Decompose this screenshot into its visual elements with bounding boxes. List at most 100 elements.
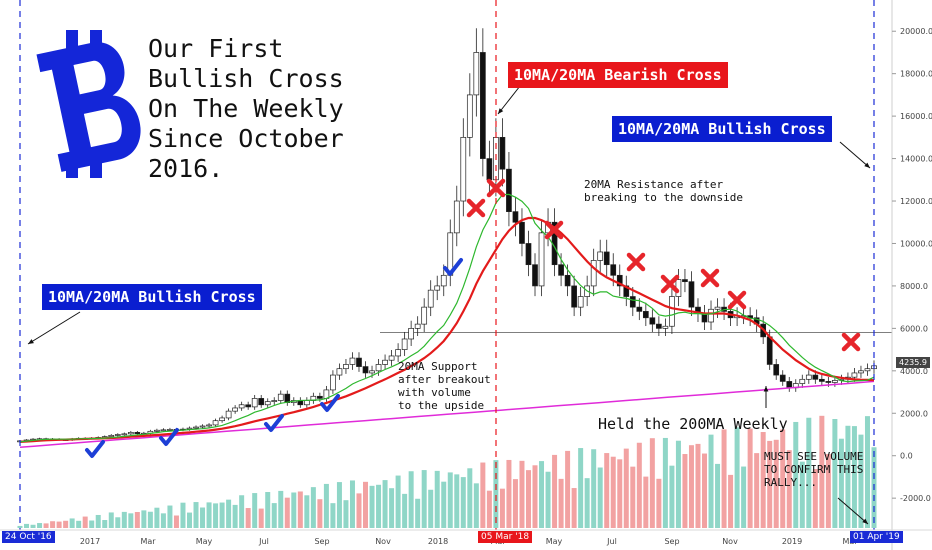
volume-bar — [193, 502, 199, 528]
support-note-line: 20MA Support — [398, 360, 478, 373]
candle-body — [636, 306, 643, 312]
volume-bar — [239, 495, 245, 528]
candle-body — [851, 372, 858, 378]
y-tick-label: 0.0 — [900, 452, 913, 461]
volume-bar — [604, 453, 610, 528]
candle-body — [682, 279, 688, 283]
volume-bar — [402, 493, 408, 528]
volume-bar — [421, 470, 427, 528]
candle-body — [434, 285, 441, 291]
candle-body — [642, 311, 649, 319]
volume-bar — [545, 471, 551, 528]
volume-bar — [728, 474, 734, 528]
candle-body — [466, 94, 473, 138]
candle-body — [330, 374, 336, 391]
x-tick-label: Nov — [375, 537, 391, 546]
volume-bar — [258, 508, 264, 528]
candle-body — [799, 378, 806, 384]
cross-markers — [19, 0, 875, 530]
volume-bar — [50, 521, 56, 528]
annotation-marks — [85, 178, 861, 458]
volume-bar — [108, 512, 114, 528]
arrow-head — [28, 339, 34, 344]
candle-body — [616, 274, 623, 287]
volume-bar — [780, 429, 786, 528]
candle-body — [362, 366, 369, 374]
candle-body — [121, 433, 128, 436]
volume-bar — [845, 425, 851, 528]
candle-body — [832, 380, 838, 383]
candle-body — [317, 395, 323, 399]
volume-bar — [376, 484, 382, 528]
check-mark-icon — [264, 414, 284, 432]
support-note-line: after breakout — [398, 373, 491, 386]
volume-bar — [213, 503, 219, 528]
volume-bar — [278, 490, 284, 528]
volume-bar — [793, 421, 799, 528]
volume-bar — [825, 453, 831, 528]
volume-bar — [43, 523, 49, 528]
volume-bar — [415, 498, 421, 528]
volume-bar — [851, 426, 857, 528]
x-tick-label: Mar — [140, 537, 156, 546]
candle-body — [343, 364, 349, 370]
headline: Our First Bullish Cross On The Weekly Si… — [148, 34, 344, 184]
volume-bar — [317, 499, 323, 528]
y-tick-label: -2000.0 — [900, 494, 931, 503]
volume-bar — [656, 478, 662, 528]
support-note: 20MA Support after breakout with volume … — [398, 360, 491, 412]
candle-body — [864, 368, 871, 372]
x-tick-label: May — [546, 537, 563, 546]
moving-averages — [19, 193, 875, 448]
volume-bar — [552, 454, 558, 528]
candle-body — [766, 336, 773, 365]
ma20-line — [19, 216, 875, 443]
volume-bar — [441, 481, 447, 528]
volume-bar — [682, 454, 688, 528]
pointer-arrow — [839, 141, 871, 169]
candle-body — [414, 323, 421, 329]
candle-body — [590, 260, 597, 287]
candle-body — [525, 243, 532, 266]
ma200-line — [19, 380, 875, 448]
volume-bar — [76, 520, 82, 528]
x-tick-label: Jul — [258, 537, 269, 546]
volume-bar — [578, 448, 584, 528]
y-tick-label: 16000.0 — [900, 112, 932, 121]
candle-body — [238, 404, 245, 409]
volume-bar — [773, 439, 779, 528]
volume-bar — [525, 470, 531, 528]
volume-bar — [428, 489, 434, 528]
candle-body — [538, 232, 545, 287]
volume-bar — [695, 443, 701, 528]
volume-bar — [649, 438, 655, 528]
volume-bar — [786, 450, 792, 528]
ma10-line — [19, 193, 875, 443]
volume-bar — [252, 493, 258, 528]
volume-bar — [643, 476, 649, 528]
volume-bar — [128, 513, 134, 528]
volume-bar — [812, 469, 818, 528]
candle-body — [356, 357, 362, 367]
bearish-cross-callout: 10MA/20MA Bearish Cross — [508, 62, 728, 88]
volume-bar — [623, 448, 629, 528]
volume-bar — [715, 463, 721, 528]
candle-body — [519, 221, 525, 244]
candle-body — [232, 407, 238, 412]
start-date-flag: 24 Oct '16 — [2, 531, 55, 543]
volume-bar — [434, 470, 440, 528]
y-tick-label: 18000.0 — [900, 70, 932, 79]
volume-bar — [63, 520, 69, 528]
bearish-date-flag: 05 Mar '18 — [478, 531, 533, 543]
x-tick-label: Sep — [314, 537, 329, 546]
candle-body — [688, 281, 695, 308]
volume-bar — [610, 456, 616, 528]
headline-line: Our First — [148, 34, 284, 63]
candle-body — [264, 401, 271, 406]
candle-body — [577, 296, 584, 308]
volume-bar — [102, 520, 108, 528]
bullish-cross-callout-right: 10MA/20MA Bullish Cross — [612, 116, 832, 142]
volume-bar — [473, 483, 479, 528]
volume-bar — [343, 500, 349, 528]
candle-body — [610, 264, 617, 276]
